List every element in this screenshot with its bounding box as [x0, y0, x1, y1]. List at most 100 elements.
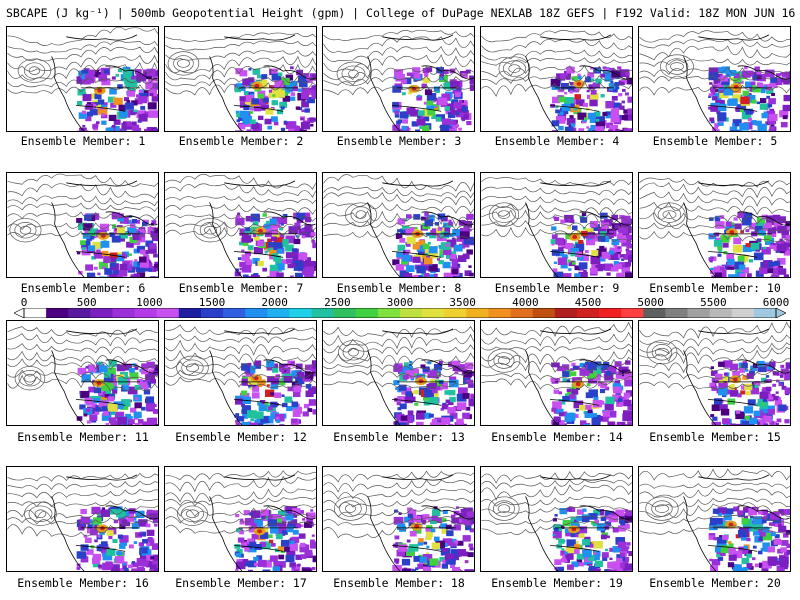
ensemble-map-panel	[164, 26, 317, 132]
cape-field	[234, 66, 316, 131]
colorbar-swatch	[709, 308, 733, 318]
ensemble-member-label: Ensemble Member: 12	[175, 430, 307, 444]
colorbar-swatch	[444, 308, 467, 318]
ensemble-map-panel	[322, 466, 475, 572]
colorbar-swatch	[200, 308, 224, 318]
coastlines	[525, 328, 632, 425]
coastlines	[525, 180, 632, 277]
ensemble-map-panel	[480, 172, 633, 278]
coastlines	[683, 34, 790, 131]
colorbar-tick-label: 5000	[637, 296, 664, 309]
height-contours	[165, 32, 316, 96]
ensemble-member-label: Ensemble Member: 18	[333, 576, 465, 590]
ensemble-member-label: Ensemble Member: 16	[17, 576, 149, 590]
ensemble-member-label: Ensemble Member: 17	[175, 576, 307, 590]
coastlines	[209, 180, 316, 277]
colorbar-swatch	[134, 308, 158, 318]
map-canvas	[165, 173, 316, 277]
height-contours	[481, 177, 632, 243]
colorbar-swatch	[90, 308, 113, 318]
ensemble-map-panel	[6, 172, 159, 278]
colorbar-swatch	[422, 308, 445, 318]
colorbar-tick-label: 500	[76, 296, 97, 309]
colorbar-swatch	[112, 308, 136, 318]
ensemble-map-panel	[638, 466, 791, 572]
cape-field	[234, 506, 316, 571]
height-contours	[639, 321, 790, 390]
height-contours	[481, 470, 632, 535]
map-canvas	[481, 177, 632, 277]
height-contours	[323, 174, 474, 241]
coastlines	[525, 474, 632, 571]
colorbar-swatch	[731, 308, 755, 318]
ensemble-map-panel	[638, 320, 791, 426]
map-canvas	[639, 30, 790, 131]
ensemble-member-label: Ensemble Member: 7	[178, 281, 304, 295]
colorbar-swatch	[753, 308, 777, 318]
colorbar-swatch	[466, 308, 489, 318]
ensemble-member-label: Ensemble Member: 2	[178, 134, 304, 148]
coastlines	[367, 328, 474, 425]
cape-field	[234, 212, 316, 277]
ensemble-member-label: Ensemble Member: 15	[649, 430, 781, 444]
colorbar-swatch	[267, 308, 290, 318]
colorbar-swatch	[311, 308, 335, 318]
ensemble-map-panel	[322, 320, 475, 426]
colorbar-min-arrow	[14, 308, 25, 318]
ensemble-member-label: Ensemble Member: 5	[652, 134, 778, 148]
map-canvas	[7, 326, 158, 425]
ensemble-map-panel	[638, 172, 791, 278]
colorbar-swatch	[24, 308, 47, 318]
colorbar-swatch	[355, 308, 379, 318]
map-canvas	[323, 174, 474, 277]
height-contours	[481, 321, 632, 390]
map-canvas	[323, 29, 474, 131]
cape-field	[708, 506, 790, 571]
map-canvas	[323, 470, 474, 571]
ensemble-member-label: Ensemble Member: 3	[336, 134, 462, 148]
colorbar-swatch	[46, 308, 69, 318]
ensemble-member-label: Ensemble Member: 19	[491, 576, 623, 590]
colorbar-swatch	[687, 308, 711, 318]
ensemble-map-panel	[164, 320, 317, 426]
ensemble-member-label: Ensemble Member: 6	[20, 281, 146, 295]
colorbar-swatch	[333, 308, 357, 318]
ensemble-map-panel	[638, 26, 791, 132]
ensemble-map-panel	[164, 172, 317, 278]
map-canvas	[481, 321, 632, 425]
colorbar-swatch	[532, 308, 556, 318]
map-canvas	[323, 325, 474, 425]
map-canvas	[639, 177, 790, 277]
coastlines	[367, 474, 474, 571]
height-contours	[323, 470, 474, 539]
cape-field	[392, 506, 474, 571]
colorbar-swatch	[621, 308, 644, 318]
colorbar-tick-label: 6000	[762, 296, 790, 309]
ensemble-map-panel	[164, 466, 317, 572]
height-contours	[165, 470, 316, 534]
cape-field	[550, 66, 632, 131]
coastlines	[683, 180, 790, 277]
coastlines	[683, 474, 790, 571]
map-canvas	[481, 30, 632, 131]
coastlines	[51, 474, 158, 571]
cape-field	[550, 360, 632, 425]
ensemble-map-panel	[480, 320, 633, 426]
height-contours	[639, 468, 790, 535]
colorbar-swatch	[665, 308, 689, 318]
colorbar-swatch	[643, 308, 666, 318]
coastlines	[209, 474, 316, 571]
colorbar-tick-label: 2000	[261, 296, 288, 309]
colorbar-tick-label: 4000	[512, 296, 539, 309]
colorbar-swatch	[68, 308, 91, 318]
height-contours	[481, 30, 632, 98]
cape-field	[550, 212, 632, 277]
colorbar-tick-label: 3000	[386, 296, 414, 309]
ensemble-member-label: Ensemble Member: 11	[17, 430, 149, 444]
cape-field	[708, 66, 790, 131]
cape-field	[709, 360, 790, 425]
colorbar-swatch	[400, 308, 423, 318]
ensemble-map-panel	[6, 26, 159, 132]
colorbar-swatch	[488, 308, 512, 318]
colorbar-swatch	[599, 308, 622, 318]
